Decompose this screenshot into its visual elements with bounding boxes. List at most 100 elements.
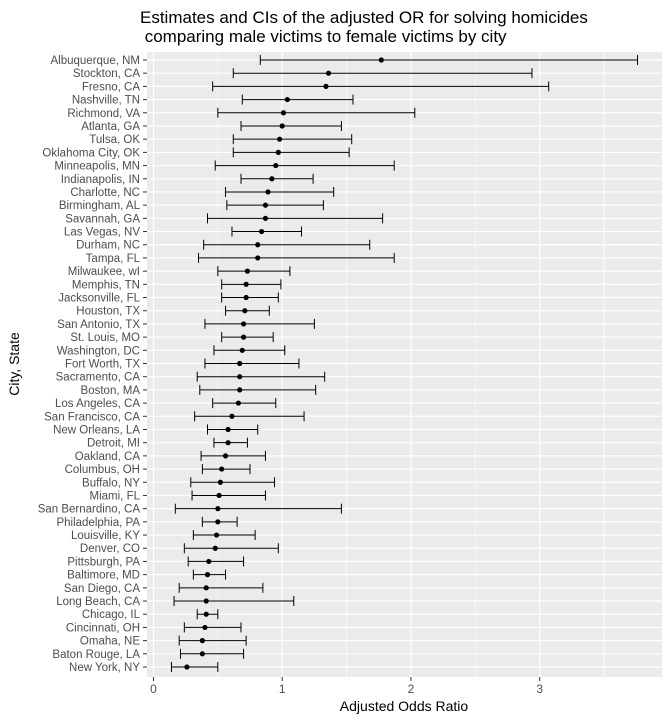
y-tick-label: Washington, DC (57, 345, 140, 357)
x-tick-label: 0 (150, 682, 157, 696)
estimate-point (225, 426, 231, 433)
y-tick-label: Minneapolis, MN (54, 161, 140, 173)
estimate-point (243, 281, 249, 287)
estimate-point (262, 215, 269, 221)
estimate-point (225, 440, 231, 446)
estimate-point (216, 492, 222, 499)
y-tick-label: San Francisco, CA (44, 411, 140, 423)
y-tick-label: Sacramento, CA (56, 372, 141, 384)
error-bar (200, 450, 266, 461)
y-tick-label: Jacksonville, FL (58, 293, 140, 305)
y-tick-label: Fresno, CA (82, 81, 140, 93)
estimate-point (215, 519, 221, 525)
error-bar (214, 160, 395, 171)
error-bar (232, 134, 353, 145)
y-tick-label: Buffalo, NY (82, 477, 140, 489)
estimate-point (204, 572, 211, 578)
estimate-point (279, 123, 285, 129)
estimate-point (222, 453, 229, 459)
error-bar (178, 635, 247, 646)
error-bar (212, 81, 550, 92)
y-tick-label: Columbus, OH (65, 464, 140, 476)
error-bar (199, 384, 317, 395)
error-bar (225, 186, 335, 197)
x-tick-label: 3 (536, 682, 543, 696)
y-tick-label: Las Vegas, NV (64, 227, 140, 239)
estimate-point (213, 532, 220, 538)
estimate-point (219, 466, 225, 472)
estimate-point (237, 387, 243, 393)
estimate-point (212, 545, 218, 551)
x-tick-label: 1 (279, 682, 286, 696)
y-tick-label: Durham, NC (76, 240, 140, 252)
y-tick-label: New York, NY (69, 662, 140, 674)
y-tick-label: Fort Worth, TX (65, 359, 140, 371)
y-tick-label: Cincinnati, OH (66, 622, 140, 634)
error-bar (174, 503, 342, 514)
y-tick-label: Houston, TX (76, 306, 140, 318)
y-tick-label: Tampa, FL (86, 253, 141, 265)
chart-title-line-2: comparing male victims to female victims… (140, 27, 507, 46)
estimate-point (255, 242, 261, 248)
estimate-point (184, 664, 190, 670)
x-axis-title: Adjusted Odds Ratio (340, 698, 469, 714)
estimate-point (239, 347, 245, 353)
error-bar (201, 464, 251, 475)
y-tick-label: Long Beach, CA (56, 596, 140, 608)
error-bar (217, 266, 291, 277)
error-bar (194, 411, 305, 422)
estimate-point (237, 360, 243, 367)
error-bar (221, 332, 274, 343)
y-tick-label: Stockton, CA (73, 68, 140, 80)
y-tick-label: Birmingham, AL (59, 200, 141, 212)
estimate-point (262, 202, 269, 208)
y-tick-label: Indianapolis, IN (61, 174, 140, 186)
y-tick-label: St. Louis, MO (70, 332, 140, 344)
estimate-point (269, 176, 275, 182)
error-bar (203, 239, 371, 250)
x-axis: 0 1 2 3 (150, 677, 543, 696)
y-tick-label: Nashville, TN (72, 95, 140, 107)
estimate-point (255, 255, 261, 261)
y-tick-label: Albuquerque, NM (51, 55, 141, 67)
estimate-point (243, 294, 249, 301)
estimate-point (240, 321, 247, 327)
error-bar (187, 556, 245, 567)
estimate-point (273, 162, 279, 169)
error-bars (170, 55, 639, 672)
y-tick-label: Denver, CO (80, 543, 140, 555)
error-bar (231, 226, 302, 237)
y-tick-label: Oklahoma City, OK (42, 147, 140, 159)
y-tick-label: Louisville, KY (71, 530, 140, 542)
error-bar (232, 147, 350, 158)
error-bar (221, 279, 282, 290)
estimate-point (217, 479, 223, 485)
estimate-point (275, 149, 281, 155)
estimate-point (242, 308, 248, 314)
error-bar (221, 292, 279, 303)
estimate-point (229, 413, 235, 419)
estimate-point (203, 585, 209, 591)
estimate-point (199, 638, 205, 644)
y-tick-label: Richmond, VA (67, 108, 140, 120)
y-tick-label: Chicago, IL (82, 609, 141, 621)
error-bar (183, 622, 242, 633)
y-tick-label: Milwaukee, wI (68, 266, 140, 278)
y-tick-label: Miami, FL (90, 490, 141, 502)
estimate-point (277, 136, 283, 142)
error-bar (190, 477, 275, 488)
estimate-point (258, 228, 265, 235)
y-tick-label: Detroit, MI (87, 438, 140, 450)
error-bar (191, 490, 266, 501)
estimate-point (203, 611, 209, 617)
error-bar (259, 55, 639, 65)
estimate-points (184, 57, 384, 670)
error-bar (196, 371, 326, 382)
error-bar (179, 648, 245, 659)
estimate-point (325, 70, 332, 76)
estimate-point (206, 558, 212, 565)
estimate-point (323, 83, 329, 89)
